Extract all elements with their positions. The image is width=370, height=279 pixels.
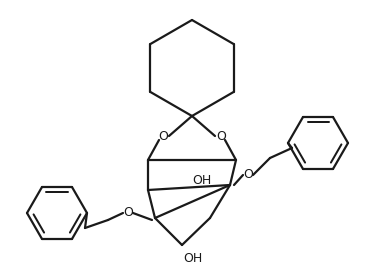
- Text: O: O: [123, 206, 133, 220]
- Text: OH: OH: [192, 174, 211, 186]
- Text: O: O: [158, 129, 168, 143]
- Text: O: O: [243, 169, 253, 182]
- Text: O: O: [216, 129, 226, 143]
- Text: OH: OH: [183, 251, 202, 264]
